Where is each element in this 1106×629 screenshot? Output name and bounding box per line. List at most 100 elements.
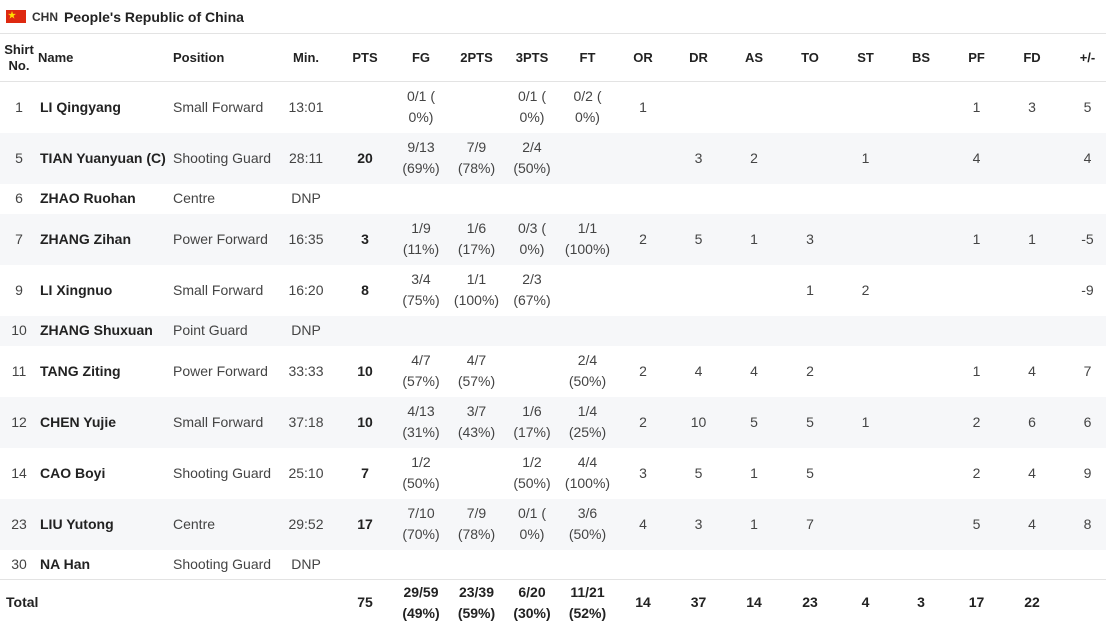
cell-pts [337,184,393,214]
cell-ft [560,184,615,214]
total-cell-p3: 6/20 (30%) [504,579,560,625]
total-cell-dr: 37 [671,579,726,625]
cell-as: 1 [726,498,782,550]
cell-or: 2 [615,396,671,448]
table-row: 5 TIAN Yuanyuan (C) Shooting Guard 28:11 20 9… [0,132,1106,184]
cell-p3: 2/4 (50%) [504,132,560,184]
cell-fg: 4/13 (31%) [393,396,449,448]
cell-no: 7 [0,213,38,265]
cell-min: DNP [291,555,321,572]
cell-pts: 10 [357,362,373,379]
cell-dr: 5 [671,213,726,265]
cell-bs [893,498,949,550]
total-cell-ft: 11/21 (52%) [560,579,615,625]
cell-p2: 1/6 (17%) [449,213,504,265]
cell-fd [1004,184,1060,214]
column-header-pts: PTS [337,34,393,82]
cell-pf: 4 [949,132,1004,184]
cell-pos: Shooting Guard [173,464,272,481]
cell-name: LI Xingnuo [40,281,113,298]
team-header: CHN People's Republic of China [0,0,1106,34]
table-row: 7 ZHANG Zihan Power Forward 16:35 3 1/9 (11%)… [0,213,1106,265]
cell-pos: Centre [173,190,216,206]
cell-no: 9 [15,281,23,298]
cell-fg: 1/9 (11%) [393,213,449,265]
cell-no: 30 [11,555,27,572]
cell-ft [560,315,615,346]
cell-p2 [449,82,504,133]
cell-name: TIAN Yuanyuan (C) [38,132,173,184]
cell-dr [671,265,726,316]
column-header-fg: FG [393,34,449,82]
column-header-fd: FD [1004,34,1060,82]
cell-bs [893,550,949,580]
cell-pf: 5 [949,498,1004,550]
column-header-no: Shirt No. [0,34,38,82]
cell-name: LI Qingyang [40,98,121,115]
cell-to: 5 [806,464,814,481]
cell-as: 1 [726,213,782,265]
cell-to: 5 [782,396,838,448]
cell-name: TANG Ziting [40,362,121,379]
cell-fg [393,315,449,346]
cell-ft [560,265,615,316]
cell-pm: 8 [1060,498,1106,550]
cell-min: 13:01 [288,98,324,115]
cell-fg: 0/1 ( 0%) [406,88,435,126]
total-cell-or: 14 [615,579,671,625]
cell-or [615,132,671,184]
cell-min: 29:52 [275,498,337,550]
cell-ft: 2/4 (50%) [568,352,607,389]
column-header-p3: 3PTS [504,34,560,82]
total-cell-no: Total [0,579,38,625]
cell-fg: 7/10 (70%) [393,498,449,550]
cell-pf: 2 [949,396,1004,448]
cell-no: 23 [0,498,38,550]
cell-pts: 3 [337,213,393,265]
cell-dr [671,82,726,133]
cell-bs [893,396,949,448]
cell-p3: 0/1 ( 0%) [517,88,546,126]
cell-ft [560,550,615,580]
cell-p3: 0/1 ( 0%) [504,498,560,550]
column-header-pf: PF [949,34,1004,82]
cell-pm [1060,184,1106,214]
column-header-min: Min. [275,34,337,82]
cell-to [782,132,838,184]
cell-p3 [504,550,560,580]
cell-or: 4 [615,498,671,550]
cell-dr: 4 [694,362,703,379]
cell-p3 [504,315,560,346]
cell-no: 11 [11,362,27,379]
cell-dr: 10 [671,396,726,448]
cell-p2 [449,448,504,499]
cell-st [838,448,893,499]
cell-min: DNP [291,190,321,206]
cell-to [782,82,838,133]
cell-pm: -5 [1060,213,1106,265]
cell-name: CHEN Yujie [38,396,173,448]
cell-bs [893,448,949,499]
column-header-bs: BS [893,34,949,82]
total-cell-fd: 22 [1004,579,1060,625]
column-header-name: Name [38,34,173,82]
cell-as [726,184,782,214]
cell-pm [1060,315,1106,346]
cell-as [726,315,782,346]
cell-name: NA Han [40,555,91,572]
cell-pos: Small Forward [173,396,275,448]
cell-no: 14 [11,464,27,481]
cell-no: 5 [0,132,38,184]
cell-st: 1 [838,396,893,448]
cell-fd: 4 [1004,498,1060,550]
cell-pm: 4 [1060,132,1106,184]
cell-bs [893,265,949,316]
cell-st [838,498,893,550]
cell-pf: 1 [972,362,981,379]
cell-name: ZHANG Shuxuan [38,315,173,346]
cell-pts [337,82,393,133]
cell-no: 10 [0,315,38,346]
cell-to [782,315,838,346]
cell-to: 1 [806,281,814,298]
cell-ft: 1/4 (25%) [560,396,615,448]
